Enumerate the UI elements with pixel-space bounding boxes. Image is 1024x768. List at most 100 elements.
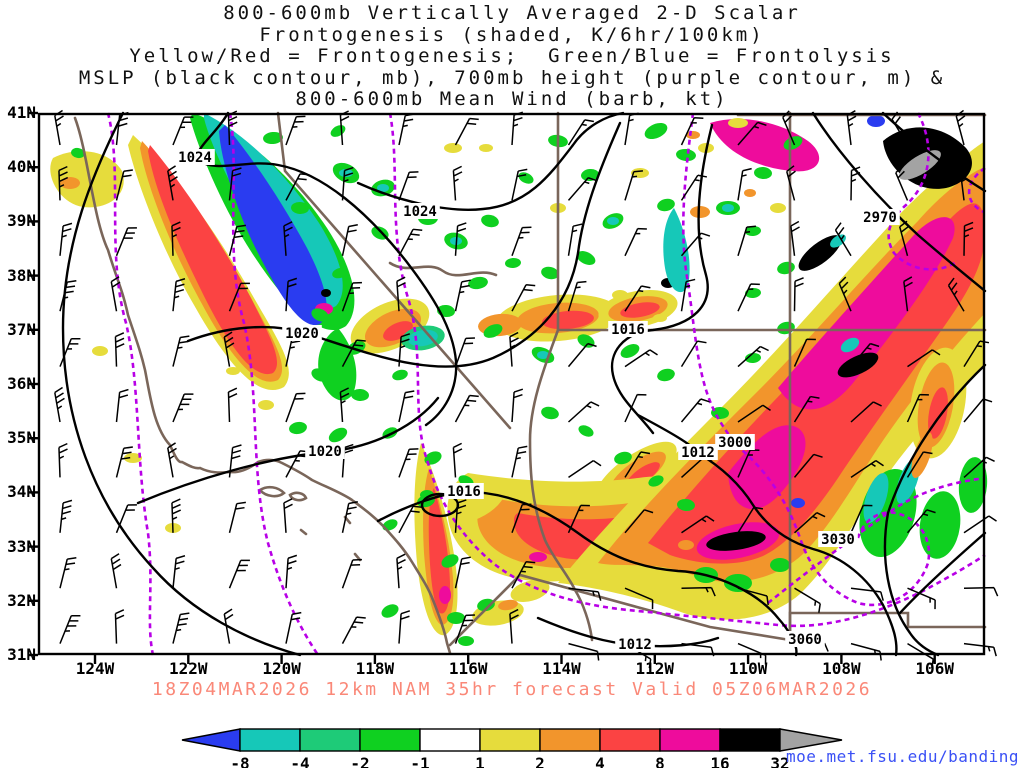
wind-barb — [511, 388, 524, 423]
wind-barb — [624, 349, 658, 368]
wind-barb — [567, 280, 587, 312]
colorbar-tick-label: -8 — [230, 754, 249, 768]
colorbar-segment — [659, 728, 721, 752]
wind-barb — [567, 119, 595, 146]
wind-barb — [624, 509, 654, 534]
contour-label: 3030 — [821, 532, 855, 548]
wind-barb — [509, 608, 519, 644]
wind-barb — [223, 608, 234, 644]
wind-barb — [454, 556, 471, 589]
wind-barb — [114, 332, 125, 367]
height-contours — [106, 112, 986, 656]
wind-barb — [567, 177, 598, 201]
wind-barb — [341, 558, 362, 589]
wind-barb — [59, 222, 73, 256]
wind-barb — [959, 165, 970, 201]
wind-barb — [963, 586, 999, 597]
wind-barb — [680, 232, 711, 257]
wind-barb — [115, 504, 137, 534]
wind-barb — [172, 612, 190, 644]
lon-tick-label: 114W — [542, 659, 581, 678]
colorbar-tick-label: 1 — [475, 754, 485, 768]
wind-barb — [283, 221, 293, 256]
wind-barb — [737, 587, 769, 606]
contour-label: 1016 — [611, 322, 645, 338]
wind-barb — [172, 116, 194, 146]
colorbar-left-arrow — [181, 728, 241, 752]
wind-barb — [398, 610, 411, 644]
title-line-5: 800-600mb Mean Wind (barb, kt) — [295, 88, 729, 110]
wind-barb — [903, 276, 913, 312]
contour-label: 1016 — [447, 484, 481, 500]
wind-barb — [624, 451, 651, 478]
wind-barb — [396, 276, 406, 312]
wind-barb — [398, 113, 415, 146]
wind-barb — [511, 168, 528, 201]
contour-label: 3060 — [788, 632, 822, 648]
colorbar-segment — [419, 728, 481, 752]
colorbar-tick-label: 16 — [710, 754, 729, 768]
chart-title: 800-600mb Vertically Averaged 2-D Scalar… — [0, 2, 1024, 111]
contour-label: 2970 — [863, 210, 897, 226]
wind-barb — [737, 404, 771, 423]
wind-barb — [454, 614, 475, 644]
wind-barb — [228, 559, 250, 589]
wind-barb — [624, 112, 639, 146]
colorbar-right-arrow — [779, 728, 843, 752]
credit-link[interactable]: moe.met.fsu.edu/banding — [786, 747, 1020, 766]
wind-barb — [568, 642, 600, 661]
colorbar-tick-label: 4 — [595, 754, 605, 768]
wind-barb — [509, 331, 519, 367]
wind-barb — [110, 276, 121, 312]
wind-barb — [115, 446, 133, 478]
lat-tick-label: 31N — [7, 645, 36, 664]
wind-barb — [794, 587, 821, 613]
wind-barb — [454, 499, 467, 533]
wind-barb — [452, 442, 463, 478]
wind-barb — [511, 283, 536, 312]
contour-label: 1024 — [403, 204, 437, 220]
wind-barb — [396, 553, 406, 589]
wind-barb — [285, 277, 298, 312]
wind-barb — [228, 167, 242, 201]
wind-barb — [511, 503, 532, 534]
wind-barb — [850, 401, 882, 423]
wind-barb — [963, 221, 974, 256]
wind-barb — [228, 224, 246, 256]
wind-barb — [737, 167, 752, 201]
wind-barb — [624, 227, 647, 257]
map-area: 1024 1024 1020 1020 1016 1016 1012 1012 2970 3000… — [29, 109, 999, 669]
wind-barb — [737, 121, 767, 146]
lon-tick-label: 112W — [635, 659, 675, 678]
wind-barb — [567, 401, 600, 423]
forecast-caption: 18Z04MAR2026 12km NAM 35hr forecast Vali… — [151, 679, 873, 700]
wind-barb — [172, 555, 186, 589]
mslp-contours — [61, 111, 987, 657]
wind-barb — [680, 117, 704, 146]
wind-barb — [963, 398, 993, 423]
wind-barb — [793, 395, 820, 423]
wind-barb — [341, 224, 358, 256]
wind-barb — [906, 393, 929, 423]
wind-barb — [228, 444, 242, 478]
wind-barb — [398, 505, 423, 534]
colorbar-segment — [539, 728, 601, 752]
colorbar-segment — [599, 728, 661, 752]
wind-barb — [167, 165, 178, 201]
lon-tick-label: 118W — [355, 659, 395, 678]
colorbar-tick-label: 2 — [535, 754, 545, 768]
wind-barb — [850, 166, 861, 201]
wind-barb — [850, 587, 884, 601]
lon-tick-label: 108W — [822, 659, 861, 678]
lon-tick-label: 110W — [728, 659, 768, 678]
wind-barb — [341, 616, 366, 644]
wind-barb — [115, 111, 129, 146]
colorbar-segment — [359, 728, 421, 752]
wind-barb — [947, 277, 965, 312]
wind-barb — [786, 165, 796, 201]
wind-barb — [110, 553, 122, 589]
wind-barb — [115, 169, 133, 201]
wind-barb — [341, 166, 354, 201]
wind-barb — [790, 220, 800, 256]
colorbar-segment — [239, 728, 301, 752]
